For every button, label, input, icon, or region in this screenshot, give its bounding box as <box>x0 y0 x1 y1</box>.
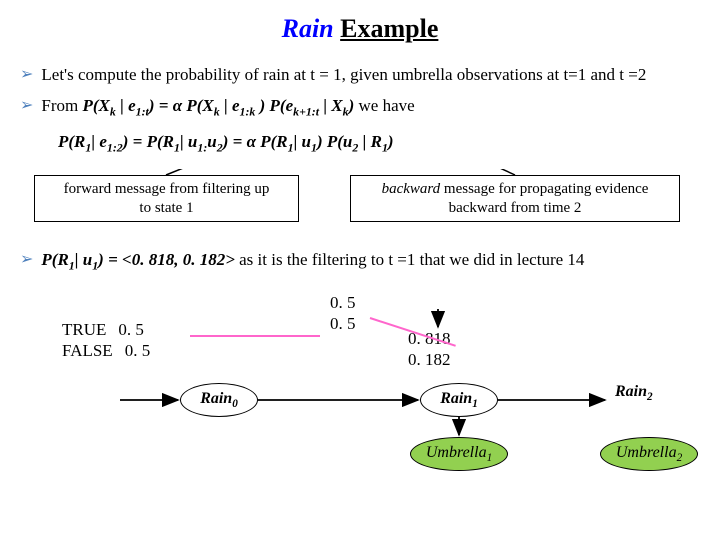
bullet-arrow-icon: ➢ <box>20 65 33 85</box>
false-label: FALSE <box>62 341 113 360</box>
bullet-2: ➢ From P(Xk | e1:t) = α P(Xk | e1:k ) P(… <box>20 95 700 119</box>
forward-message-box: forward message from filtering up to sta… <box>34 175 299 223</box>
title-word-2: Example <box>340 14 438 43</box>
rain0-node: Rain0 <box>180 383 258 417</box>
slide-title: Rain Example <box>0 0 720 44</box>
midval-b: 0. 5 <box>330 314 356 333</box>
bullet-2-equation: P(Xk | e1:t) = α P(Xk | e1:k ) P(ek+1:t … <box>83 96 355 115</box>
midval-a: 0. 5 <box>330 293 356 312</box>
title-word-1: Rain <box>282 14 334 43</box>
bullet-arrow-icon: ➢ <box>20 250 33 273</box>
umbrella1-label: Umbrella1 <box>426 444 492 464</box>
bullet-arrow-icon: ➢ <box>20 96 33 119</box>
backward-box-rest1: message for propagating evidence <box>440 181 648 197</box>
rightval-b: 0. 182 <box>408 350 451 369</box>
umbrella2-label: Umbrella2 <box>616 444 682 464</box>
rain1-node: Rain1 <box>420 383 498 417</box>
bullet-3: ➢ P(R1| u1) = <0. 818, 0. 182> as it is … <box>20 249 700 273</box>
content-area: ➢ Let's compute the probability of rain … <box>0 44 720 477</box>
diagram-area: TRUE0. 5 FALSE0. 5 0. 5 0. 5 0. 818 0. 1… <box>20 277 700 477</box>
true-label: TRUE <box>62 320 106 339</box>
backward-box-word: backward <box>382 181 441 197</box>
true-value: 0. 5 <box>118 319 144 340</box>
prior-values: TRUE 0. 5 FALSE 0. 5 <box>62 319 150 362</box>
bullet-2-text: From P(Xk | e1:t) = α P(Xk | e1:k ) P(ek… <box>41 95 414 119</box>
umbrella2-node: Umbrella2 <box>600 437 698 471</box>
main-equation: P(R1| e1:2) = P(R1| u1:u2) = α P(R1| u1)… <box>58 132 700 155</box>
mid-values: 0. 5 0. 5 <box>330 293 356 334</box>
bullet-2-prefix: From <box>41 96 82 115</box>
false-value: 0. 5 <box>125 340 151 361</box>
umbrella1-node: Umbrella1 <box>410 437 508 471</box>
pink-connector-1 <box>190 335 320 337</box>
message-boxes: forward message from filtering up to sta… <box>20 169 700 239</box>
bullet-3-rest: as it is the filtering to t =1 that we d… <box>239 250 584 269</box>
bullet-3-text: P(R1| u1) = <0. 818, 0. 182> as it is th… <box>41 249 584 273</box>
forward-box-line1: forward message from filtering up <box>64 181 270 197</box>
backward-message-box: backward message for propagating evidenc… <box>350 175 680 223</box>
bullet-1: ➢ Let's compute the probability of rain … <box>20 64 700 85</box>
rain2-label: Rain2 <box>615 383 653 403</box>
backward-box-rest2: backward from time 2 <box>449 200 582 216</box>
bullet-1-text: Let's compute the probability of rain at… <box>41 64 646 85</box>
bullet-3-bold: P(R1| u1) = <0. 818, 0. 182> <box>41 250 234 269</box>
forward-box-line2: to state 1 <box>139 200 193 216</box>
bullet-2-suffix: we have <box>359 96 415 115</box>
rain1-label: Rain1 <box>440 390 478 410</box>
rain0-label: Rain0 <box>200 390 238 410</box>
